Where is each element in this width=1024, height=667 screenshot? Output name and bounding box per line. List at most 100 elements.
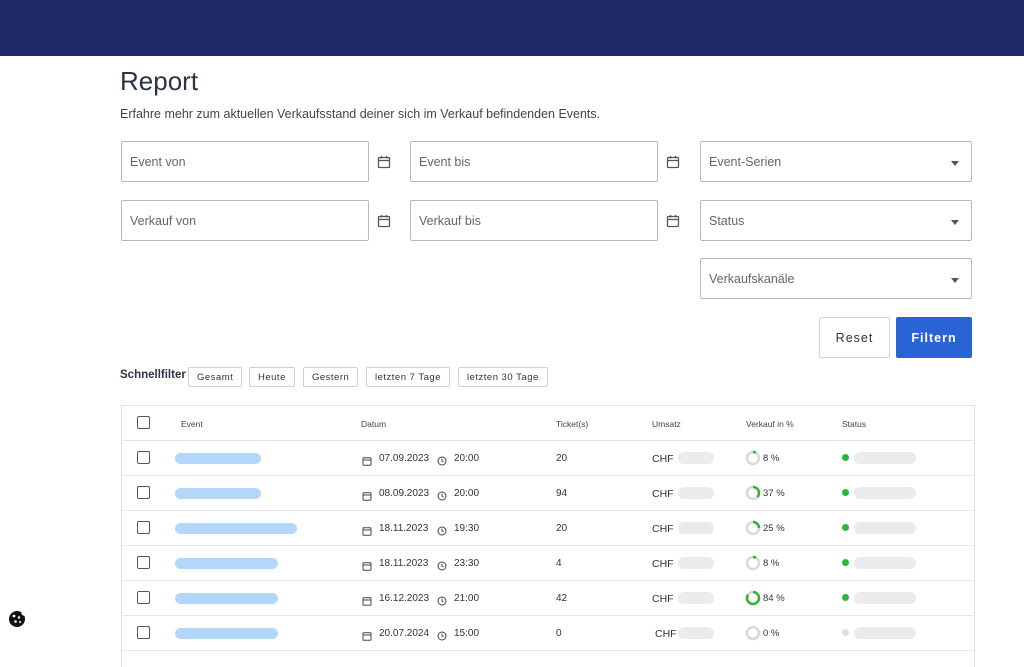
currency-label: CHF <box>652 523 674 535</box>
revenue-placeholder <box>678 487 714 499</box>
header-event[interactable]: Event <box>181 419 203 429</box>
calendar-icon <box>362 523 372 541</box>
table-row[interactable]: 20.07.2024 15:00 0 CHF 0 % <box>122 616 974 651</box>
filter-button[interactable]: Filtern <box>896 317 972 358</box>
verkauf-von-field[interactable] <box>121 200 369 241</box>
row-checkbox[interactable] <box>137 521 150 534</box>
calendar-icon[interactable] <box>377 214 391 228</box>
currency-label: CHF <box>652 488 674 500</box>
verkauf-bis-field[interactable] <box>410 200 658 241</box>
clock-icon <box>437 453 447 471</box>
status-placeholder <box>854 627 916 639</box>
row-checkbox[interactable] <box>137 591 150 604</box>
event-date: 07.09.2023 <box>379 453 430 464</box>
calendar-icon <box>362 453 372 471</box>
calendar-icon <box>362 628 372 646</box>
sales-percent: 8 % <box>763 453 780 464</box>
header-tickets[interactable]: Ticket(s) <box>556 419 589 429</box>
event-name-placeholder[interactable] <box>175 488 261 499</box>
header-umsatz[interactable]: Umsatz <box>652 419 681 429</box>
chevron-down-icon <box>951 161 959 166</box>
table-row[interactable]: 07.09.2023 20:00 20 CHF 8 % <box>122 441 974 476</box>
event-time: 23:30 <box>454 558 480 569</box>
event-name-placeholder[interactable] <box>175 558 278 569</box>
event-von-input[interactable] <box>122 142 368 181</box>
sales-percent: 0 % <box>763 628 780 639</box>
sales-percent: 37 % <box>763 488 785 499</box>
sales-percent: 84 % <box>763 593 785 604</box>
top-header-bar <box>0 0 1024 56</box>
table-row[interactable]: 18.11.2023 23:30 4 CHF 8 % <box>122 546 974 581</box>
status-placeholder <box>854 522 916 534</box>
event-name-placeholder[interactable] <box>175 523 297 534</box>
event-name-placeholder[interactable] <box>175 453 261 464</box>
sales-progress-donut <box>745 625 761 641</box>
event-date: 20.07.2024 <box>379 628 430 639</box>
revenue-placeholder <box>678 522 714 534</box>
verkaufskanaele-label: Verkaufskanäle <box>709 272 795 286</box>
event-time: 20:00 <box>454 488 480 499</box>
event-name-placeholder[interactable] <box>175 628 278 639</box>
header-datum[interactable]: Datum <box>361 419 387 429</box>
verkauf-von-input[interactable] <box>122 201 368 240</box>
cookie-icon[interactable] <box>7 609 27 629</box>
status-dot <box>842 559 849 566</box>
revenue-placeholder <box>678 627 714 639</box>
event-von-field[interactable] <box>121 141 369 182</box>
status-placeholder <box>854 557 916 569</box>
verkauf-bis-input[interactable] <box>411 201 657 240</box>
reset-button[interactable]: Reset <box>819 317 890 358</box>
event-serien-select[interactable]: Event-Serien <box>700 141 972 182</box>
ticket-count: 94 <box>556 488 568 499</box>
table-row[interactable]: 08.09.2023 20:00 94 CHF 37 % <box>122 476 974 511</box>
quickfilter-gestern[interactable]: Gestern <box>303 367 359 387</box>
row-checkbox[interactable] <box>137 556 150 569</box>
status-placeholder <box>854 452 916 464</box>
quickfilter-heute[interactable]: Heute <box>249 367 295 387</box>
event-date: 18.11.2023 <box>379 523 429 534</box>
event-time: 21:00 <box>454 593 480 604</box>
calendar-icon[interactable] <box>666 155 680 169</box>
currency-label: CHF <box>652 593 674 605</box>
table-row[interactable]: 16.12.2023 21:00 42 CHF 84 % <box>122 581 974 616</box>
row-checkbox[interactable] <box>137 626 150 639</box>
quickfilter-label: Schnellfilter <box>120 369 186 381</box>
row-checkbox[interactable] <box>137 451 150 464</box>
header-verkauf[interactable]: Verkauf in % <box>746 419 794 429</box>
currency-label: CHF <box>652 558 674 570</box>
ticket-count: 20 <box>556 453 568 464</box>
report-table: Event Datum Ticket(s) Umsatz Verkauf in … <box>121 405 975 667</box>
select-all-checkbox[interactable] <box>137 416 150 429</box>
quickfilter-7-tage[interactable]: letzten 7 Tage <box>366 367 450 387</box>
sales-percent: 25 % <box>763 523 785 534</box>
chevron-down-icon <box>951 278 959 283</box>
event-time: 19:30 <box>454 523 480 534</box>
sales-progress-donut <box>745 520 761 536</box>
event-bis-field[interactable] <box>410 141 658 182</box>
clock-icon <box>437 558 447 576</box>
calendar-icon[interactable] <box>666 214 680 228</box>
event-time: 15:00 <box>454 628 480 639</box>
page-subtitle: Erfahre mehr zum aktuellen Verkaufsstand… <box>120 107 601 121</box>
event-bis-input[interactable] <box>411 142 657 181</box>
chevron-down-icon <box>951 220 959 225</box>
clock-icon <box>437 488 447 506</box>
sales-percent: 8 % <box>763 558 780 569</box>
status-dot <box>842 629 849 636</box>
verkaufskanaele-select[interactable]: Verkaufskanäle <box>700 258 972 299</box>
status-dot <box>842 489 849 496</box>
header-status[interactable]: Status <box>842 419 867 429</box>
table-row[interactable]: 18.11.2023 19:30 20 CHF 25 % <box>122 511 974 546</box>
status-dot <box>842 594 849 601</box>
table-header: Event Datum Ticket(s) Umsatz Verkauf in … <box>122 406 974 441</box>
event-date: 16.12.2023 <box>379 593 430 604</box>
calendar-icon[interactable] <box>377 155 391 169</box>
status-select[interactable]: Status <box>700 200 972 241</box>
row-checkbox[interactable] <box>137 486 150 499</box>
event-name-placeholder[interactable] <box>175 593 278 604</box>
quickfilter-gesamt[interactable]: Gesamt <box>188 367 243 387</box>
quickfilter-30-tage[interactable]: letzten 30 Tage <box>458 367 548 387</box>
ticket-count: 42 <box>556 593 568 604</box>
calendar-icon <box>362 558 372 576</box>
status-dot <box>842 454 849 461</box>
